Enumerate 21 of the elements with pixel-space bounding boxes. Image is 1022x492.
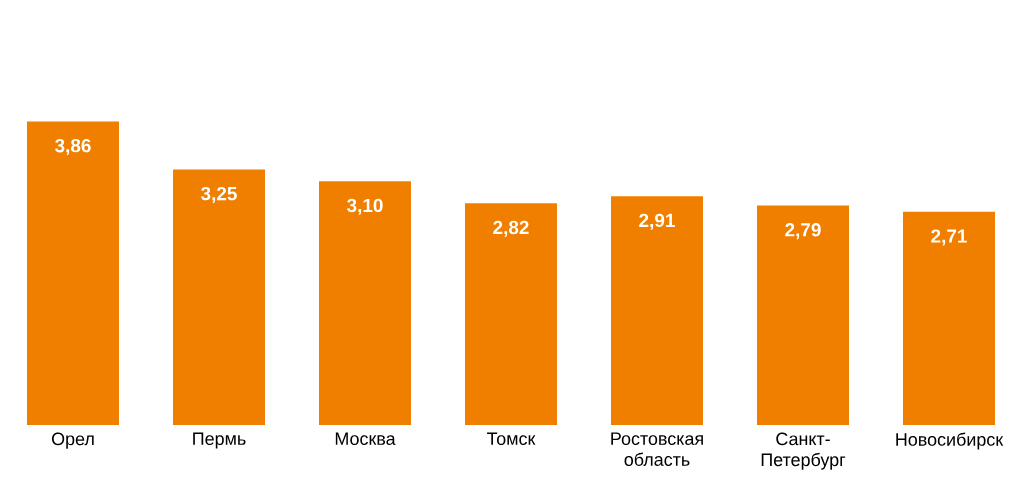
x-tick-label: Томск bbox=[487, 432, 536, 446]
data-label: 2,71 bbox=[931, 229, 967, 246]
data-label: 3,25 bbox=[201, 186, 237, 204]
data-label: 3,10 bbox=[347, 198, 383, 215]
data-label: 2,82 bbox=[493, 220, 529, 237]
x-tick-label: Орел bbox=[51, 432, 94, 449]
data-label: 3,86 bbox=[55, 138, 91, 156]
data-label: 2,79 bbox=[785, 223, 821, 240]
bar bbox=[757, 205, 849, 425]
data-label: 2,91 bbox=[639, 213, 675, 230]
bar bbox=[173, 169, 265, 425]
bar bbox=[903, 211, 995, 425]
bar bbox=[611, 196, 703, 425]
bar bbox=[465, 203, 557, 425]
x-tick-label: Москва bbox=[335, 432, 396, 446]
x-tick-label: Новосибирск bbox=[896, 432, 1004, 450]
bar bbox=[27, 121, 119, 425]
bar bbox=[319, 181, 411, 425]
x-tick-label: Санкт-Петербург bbox=[761, 432, 846, 470]
x-tick-label: Ростовская область bbox=[611, 432, 703, 466]
x-tick-label: Пермь bbox=[193, 432, 246, 449]
